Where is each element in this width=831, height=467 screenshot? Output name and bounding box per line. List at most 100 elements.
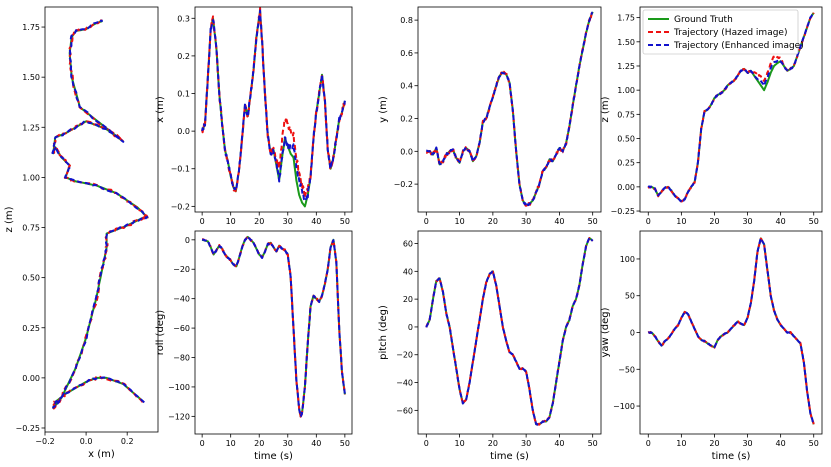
x-tick-label: 50 xyxy=(340,439,350,448)
x-tick-label: 50 xyxy=(588,439,598,448)
y-tick-label: 0.8 xyxy=(400,16,413,25)
y-tick-label: 1.75 xyxy=(617,14,635,23)
x-tick-label: 0 xyxy=(646,217,651,226)
legend-label: Trajectory (Hazed image) xyxy=(673,28,787,38)
y-tick-label: −0.2 xyxy=(171,202,190,211)
x-tick-label: 50 xyxy=(340,217,350,226)
panel-z: 0 10 20 30 40 50 −0.25 0.00 0.25 0.50 0.75 1.00 1.25… xyxy=(600,6,823,226)
x-tick-label: 10 xyxy=(454,217,464,226)
y-tick-label: 0.3 xyxy=(177,14,190,23)
y-tick-label: −20 xyxy=(173,265,190,274)
y-axis-label: z (m) xyxy=(600,96,611,122)
x-tick-label: 10 xyxy=(226,217,236,226)
y-tick-label: 0.50 xyxy=(22,274,40,283)
y-tick-label: 0.0 xyxy=(400,147,413,156)
series-line-xz-ground-truth xyxy=(52,20,149,409)
series-line-yaw-enhanced xyxy=(647,237,815,425)
panel-yaw: 0 10 20 30 40 50 100 50 0 −50 −100 time (s) yaw (deg… xyxy=(600,230,823,462)
y-tick-label: 0.75 xyxy=(22,224,40,233)
y-tick-label: 0 xyxy=(630,329,635,338)
x-tick-label: 30 xyxy=(742,439,752,448)
axes-frame xyxy=(194,230,353,435)
y-axis-label: z (m) xyxy=(4,206,15,232)
x-axis-label: x (m) xyxy=(88,449,115,460)
y-tick-label: 0.6 xyxy=(400,49,413,58)
y-tick-label: 1.50 xyxy=(22,73,40,82)
y-axis-label: pitch (deg) xyxy=(378,305,389,360)
series-line-roll-hazed xyxy=(202,235,346,418)
x-tick-label: 20 xyxy=(254,439,264,448)
axes-frame xyxy=(639,230,823,435)
y-tick-label: 0.2 xyxy=(400,115,413,124)
panel-pitch: 0 10 20 30 40 50 60 40 20 0 −20 −40 −60 time (s) pitch… xyxy=(378,230,602,462)
y-tick-label: −40 xyxy=(396,379,413,388)
x-tick-label: 0.2 xyxy=(121,437,134,446)
y-tick-label: −0.1 xyxy=(171,165,190,174)
y-tick-label: 1.00 xyxy=(617,86,635,95)
y-tick-label: 0.25 xyxy=(22,324,40,333)
y-axis-label: y (m) xyxy=(378,96,389,123)
x-tick-label: 40 xyxy=(776,217,786,226)
series-line-roll-enhanced xyxy=(201,235,346,418)
legend: Ground Truth Trajectory (Hazed image) Traj… xyxy=(642,9,804,55)
y-tick-label: −100 xyxy=(613,402,635,411)
series-line-x-enhanced xyxy=(201,9,346,201)
y-tick-label: −80 xyxy=(173,354,190,363)
y-tick-label: 0.00 xyxy=(617,183,635,192)
y-tick-label: 1.50 xyxy=(617,38,635,47)
x-tick-label: 0 xyxy=(646,439,651,448)
y-axis-label: x (m) xyxy=(155,96,166,123)
y-tick-label: 0.0 xyxy=(177,127,190,136)
y-tick-label: −40 xyxy=(173,295,190,304)
y-tick-label: 0 xyxy=(408,323,413,332)
axes-frame xyxy=(639,6,823,213)
panel-x: 0 10 20 30 40 50 −0.2 −0.1 0.0 0.1 0.2 0.3 x (m) xyxy=(155,6,353,226)
y-tick-label: 50 xyxy=(625,292,635,301)
y-tick-label: 20 xyxy=(403,295,413,304)
x-tick-label: 0 xyxy=(424,439,429,448)
y-tick-label: 60 xyxy=(403,240,413,249)
x-axis-label: time (s) xyxy=(490,451,529,462)
x-tick-label: 20 xyxy=(488,439,498,448)
y-tick-label: 1.75 xyxy=(22,23,40,32)
y-tick-label: −0.2 xyxy=(394,180,413,189)
x-tick-label: 10 xyxy=(676,439,686,448)
y-tick-label: 0.1 xyxy=(177,90,190,99)
series-line-roll-ground-truth xyxy=(201,235,346,418)
y-tick-label: −20 xyxy=(396,351,413,360)
series-line-pitch-enhanced xyxy=(425,236,594,426)
y-tick-label: −60 xyxy=(173,324,190,333)
y-tick-label: −0.25 xyxy=(15,424,40,433)
y-tick-label: −100 xyxy=(168,383,190,392)
x-tick-label: 40 xyxy=(554,217,564,226)
y-tick-label: 40 xyxy=(403,267,413,276)
x-tick-label: 0 xyxy=(424,217,429,226)
x-tick-label: 40 xyxy=(311,217,321,226)
x-tick-label: 20 xyxy=(709,217,719,226)
x-tick-label: −0.2 xyxy=(35,437,54,446)
y-tick-label: −60 xyxy=(396,406,413,415)
panel-roll: 0 10 20 30 40 50 0 −20 −40 −60 −80 −100 −120 time (s)… xyxy=(155,230,353,462)
x-tick-label: 40 xyxy=(311,439,321,448)
legend-label: Ground Truth xyxy=(674,15,733,25)
x-tick-label: 0.0 xyxy=(80,437,93,446)
x-tick-label: 50 xyxy=(809,217,819,226)
panel-y: 0 10 20 30 40 50 −0.2 0.0 0.2 0.4 0.6 0.8 y (m) xyxy=(378,6,602,226)
y-tick-label: 0.2 xyxy=(177,52,190,61)
series-line-yaw-hazed xyxy=(647,237,815,425)
legend-label: Trajectory (Enhanced image) xyxy=(673,41,804,51)
y-tick-label: 0.75 xyxy=(617,110,635,119)
series-line-y-ground-truth xyxy=(425,11,594,207)
y-tick-label: 0.50 xyxy=(617,135,635,144)
x-tick-label: 0 xyxy=(200,217,205,226)
axes-frame xyxy=(194,6,353,213)
x-tick-label: 0 xyxy=(200,439,205,448)
y-tick-label: 1.25 xyxy=(22,123,40,132)
y-axis-label: yaw (deg) xyxy=(600,307,611,357)
y-tick-label: 1.25 xyxy=(617,62,635,71)
x-tick-label: 50 xyxy=(809,439,819,448)
y-axis-label: roll (deg) xyxy=(155,310,166,355)
legend-frame xyxy=(642,9,799,55)
y-tick-label: 100 xyxy=(620,255,635,264)
